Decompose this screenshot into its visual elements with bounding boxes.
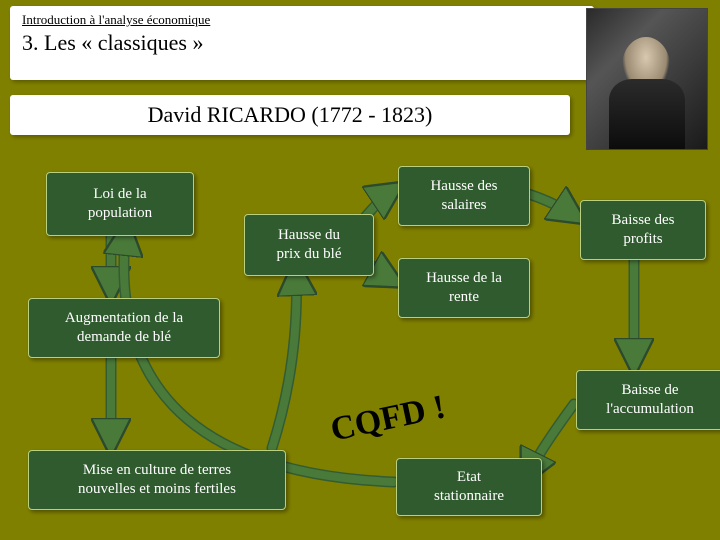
- node-mise: Mise en culture de terresnouvelles et mo…: [28, 450, 286, 510]
- header-card: Introduction à l'analyse économique 3. L…: [10, 6, 594, 80]
- node-prix: Hausse duprix du blé: [244, 214, 374, 276]
- subtitle-card: David RICARDO (1772 - 1823): [10, 95, 570, 135]
- ricardo-portrait: [586, 8, 708, 150]
- arrow-2: [272, 268, 297, 448]
- node-etat: Etatstationnaire: [396, 458, 542, 516]
- arrow-2: [272, 268, 297, 448]
- cqfd-label: CQFD !: [327, 388, 449, 449]
- node-accum: Baisse del'accumulation: [576, 370, 720, 430]
- node-salaires: Hausse dessalaires: [398, 166, 530, 226]
- course-title: Introduction à l'analyse économique: [22, 12, 582, 28]
- figure-title: David RICARDO (1772 - 1823): [148, 102, 433, 128]
- node-augment: Augmentation de lademande de blé: [28, 298, 220, 358]
- section-title: 3. Les « classiques »: [22, 30, 582, 56]
- node-loi: Loi de lapopulation: [46, 172, 194, 236]
- node-rente: Hausse de larente: [398, 258, 530, 318]
- node-profits: Baisse desprofits: [580, 200, 706, 260]
